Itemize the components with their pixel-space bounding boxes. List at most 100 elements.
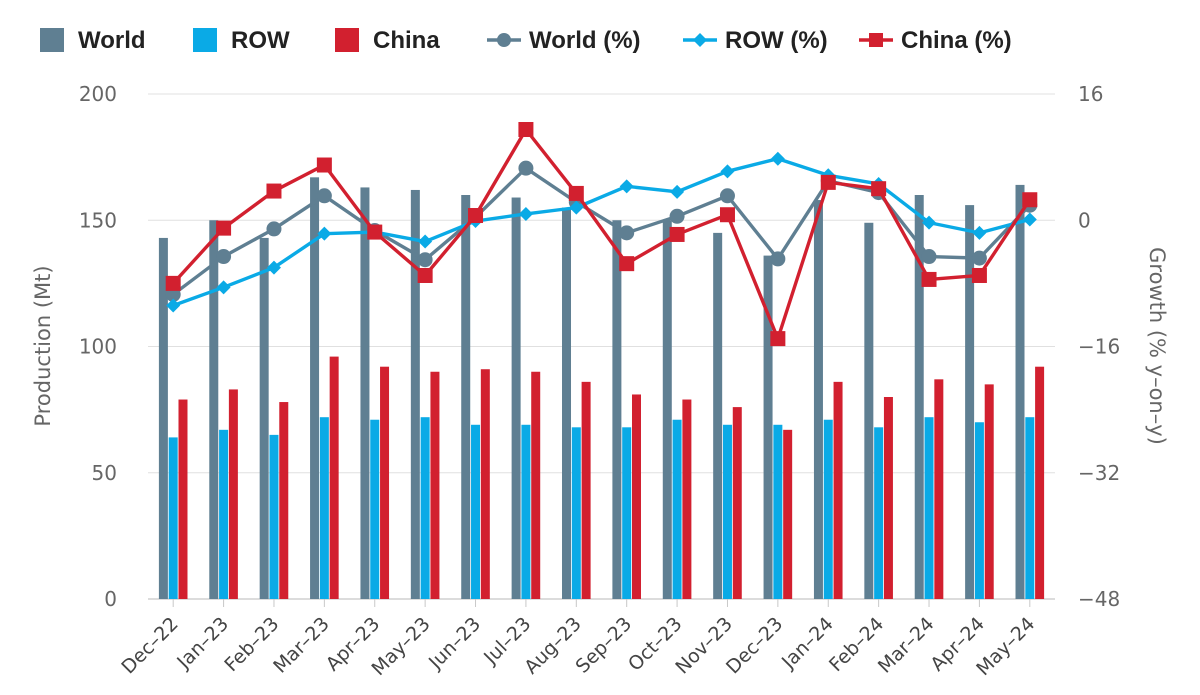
bar-china (682, 399, 692, 599)
point-china (165, 275, 181, 291)
y2-tick-label: −32 (1078, 461, 1120, 485)
bar-world (612, 220, 622, 599)
bar-row (874, 427, 884, 599)
bar-china (228, 389, 238, 599)
legend-marker (693, 33, 707, 47)
point-row (720, 164, 735, 179)
bar-world (662, 220, 672, 599)
bar-world (763, 255, 773, 599)
point-world (417, 252, 433, 268)
legend-swatch (193, 28, 217, 52)
point-china (468, 208, 484, 224)
y2-tick-label: 16 (1078, 82, 1103, 106)
bar-world (410, 189, 420, 599)
point-world (719, 188, 735, 204)
bar-china (833, 381, 843, 599)
line-series-china (165, 122, 1038, 347)
point-world (770, 251, 786, 267)
point-row (972, 225, 987, 240)
y-tick-label: 100 (79, 335, 117, 359)
bar-world (914, 195, 924, 599)
bar-china (581, 381, 591, 599)
legend-label: China (373, 27, 440, 54)
bar-world (1015, 184, 1025, 599)
bar-world (562, 207, 572, 599)
point-china (619, 256, 635, 272)
x-tick-label: Sep–23 (572, 613, 637, 678)
bar-world (713, 232, 723, 599)
bar-china (279, 402, 289, 599)
bar-world (511, 197, 521, 599)
bar-row (1025, 417, 1035, 599)
bar-world (965, 205, 975, 599)
bar-china (1035, 366, 1045, 599)
legend-item-row: ROW (193, 27, 290, 54)
bar-china (480, 369, 490, 599)
bar-row (571, 427, 581, 599)
bar-row (773, 424, 783, 599)
bar-china (783, 429, 793, 599)
bar-china (631, 394, 641, 599)
bar-row (974, 422, 984, 599)
legend-item-row: ROW (%) (683, 27, 828, 54)
line-row (172, 157, 1031, 308)
point-china (871, 181, 887, 197)
legend-label: China (%) (901, 27, 1012, 54)
y-axis-title: Production (Mt) (31, 265, 55, 426)
line-china (171, 127, 1032, 341)
point-row (418, 234, 433, 249)
bar-china (531, 371, 541, 599)
legend-label: ROW (%) (725, 27, 828, 54)
legend-label: World (78, 27, 146, 54)
point-world (619, 225, 635, 241)
bar-china (934, 379, 944, 599)
legend: World ROW China World (%) ROW (%) China (%) (40, 27, 1012, 54)
point-world (669, 208, 685, 224)
point-china (669, 226, 685, 242)
bar-world (360, 187, 370, 600)
bar-world (310, 177, 320, 599)
legend-swatch (40, 28, 64, 52)
bar-row (521, 424, 531, 599)
bar-row (420, 417, 430, 599)
legend-marker (497, 33, 511, 47)
legend-marker (869, 33, 883, 47)
bar-china (984, 384, 994, 599)
bar-world (864, 222, 874, 599)
x-tick-label: Mar–24 (874, 613, 939, 678)
y2-tick-label: −48 (1078, 587, 1120, 611)
line-series (165, 122, 1038, 347)
point-world (216, 249, 232, 265)
legend-item-world: World (%) (487, 27, 641, 54)
bar-china (883, 397, 893, 599)
legend-swatch (335, 28, 359, 52)
point-china (568, 185, 584, 201)
point-china (820, 174, 836, 190)
point-row (166, 298, 181, 313)
bar-china (178, 399, 188, 599)
bar-row (269, 434, 279, 599)
legend-label: World (%) (529, 27, 641, 54)
bar-world (813, 200, 823, 600)
x-tick-label: Mar–23 (269, 613, 334, 678)
bar-world (461, 195, 471, 599)
point-china (770, 331, 786, 347)
point-row (518, 206, 533, 221)
gridlines (148, 93, 1055, 600)
point-world (518, 160, 534, 176)
line-series-row (166, 151, 1037, 313)
bar-china (732, 407, 742, 599)
point-row (922, 215, 937, 230)
legend-label: ROW (231, 27, 290, 54)
x-tick-label: Dec–23 (722, 613, 787, 678)
point-china (417, 267, 433, 283)
bar-world (209, 220, 219, 599)
left-axis: 0 50 100 150 200 (79, 82, 117, 611)
point-row (216, 280, 231, 295)
legend-item-china: China (%) (859, 27, 1012, 54)
point-row (317, 226, 332, 241)
point-row (569, 200, 584, 215)
bar-china (430, 371, 440, 599)
